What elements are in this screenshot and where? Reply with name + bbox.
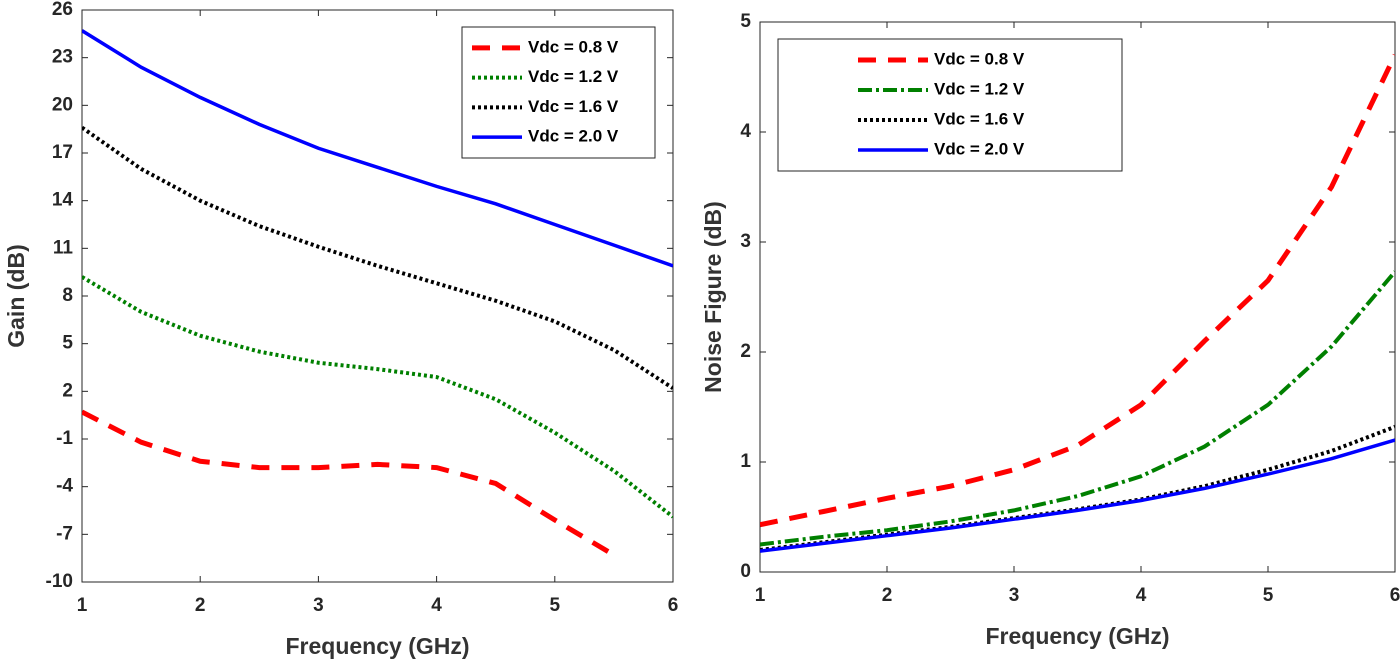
y-tick-label: 1 bbox=[740, 451, 751, 472]
series-line bbox=[82, 275, 673, 519]
series-line bbox=[760, 270, 1395, 547]
y-tick-label: 3 bbox=[740, 231, 751, 252]
y-tick-label: 4 bbox=[740, 121, 751, 142]
y-tick-label: 0 bbox=[740, 561, 751, 582]
legend-label: Vdc = 1.6 V bbox=[934, 109, 1025, 128]
legend-label: Vdc = 1.2 V bbox=[934, 79, 1025, 98]
y-axis-label: Gain (dB) bbox=[3, 244, 29, 348]
legend-box bbox=[777, 38, 1123, 172]
legend-label: Vdc = 1.6 V bbox=[528, 97, 619, 116]
x-tick-label: 2 bbox=[195, 595, 206, 616]
series-line bbox=[760, 438, 1395, 553]
x-tick-label: 5 bbox=[1263, 585, 1274, 606]
y-tick-label: 11 bbox=[53, 237, 74, 258]
x-tick-label: 1 bbox=[77, 595, 88, 616]
x-axis-label: Frequency (GHz) bbox=[285, 633, 469, 659]
y-tick-label: 2 bbox=[62, 380, 73, 401]
x-tick-label: 6 bbox=[668, 595, 679, 616]
y-axis-label: Noise Figure (dB) bbox=[700, 201, 726, 393]
y-tick-label: 8 bbox=[62, 285, 73, 306]
y-tick-label: 20 bbox=[52, 94, 73, 115]
legend-label: Vdc = 2.0 V bbox=[934, 139, 1025, 158]
x-tick-label: 5 bbox=[550, 595, 561, 616]
y-tick-label: -4 bbox=[56, 476, 73, 497]
x-tick-label: 2 bbox=[882, 585, 893, 606]
y-tick-label: 26 bbox=[52, 0, 73, 20]
x-tick-label: 3 bbox=[313, 595, 324, 616]
y-tick-label: 5 bbox=[740, 11, 751, 32]
x-axis-label: Frequency (GHz) bbox=[985, 623, 1169, 649]
y-tick-label: -10 bbox=[46, 571, 73, 592]
legend-label: Vdc = 2.0 V bbox=[528, 127, 619, 146]
y-tick-label: 23 bbox=[52, 47, 73, 68]
x-tick-label: 3 bbox=[1009, 585, 1020, 606]
y-tick-label: 5 bbox=[62, 333, 73, 354]
series-line bbox=[82, 125, 673, 390]
legend-label: Vdc = 0.8 V bbox=[934, 49, 1025, 68]
series-line bbox=[82, 409, 616, 558]
x-tick-label: 6 bbox=[1390, 585, 1400, 606]
chart: 1 2 3 4 5 6-10-7-4-1258111417202326Frequency … bbox=[3, 0, 678, 659]
x-tick-label: 1 bbox=[755, 585, 766, 606]
y-tick-label: 17 bbox=[52, 142, 73, 163]
y-tick-label: 2 bbox=[740, 341, 751, 362]
y-tick-label: 14 bbox=[52, 190, 74, 211]
legend-label: Vdc = 0.8 V bbox=[528, 37, 619, 56]
y-tick-label: -7 bbox=[56, 523, 73, 544]
legend-label: Vdc = 1.2 V bbox=[528, 67, 619, 86]
series-line bbox=[82, 29, 673, 268]
y-tick-label: -1 bbox=[56, 428, 73, 449]
x-tick-label: 4 bbox=[1136, 585, 1147, 606]
x-tick-label: 4 bbox=[431, 595, 442, 616]
